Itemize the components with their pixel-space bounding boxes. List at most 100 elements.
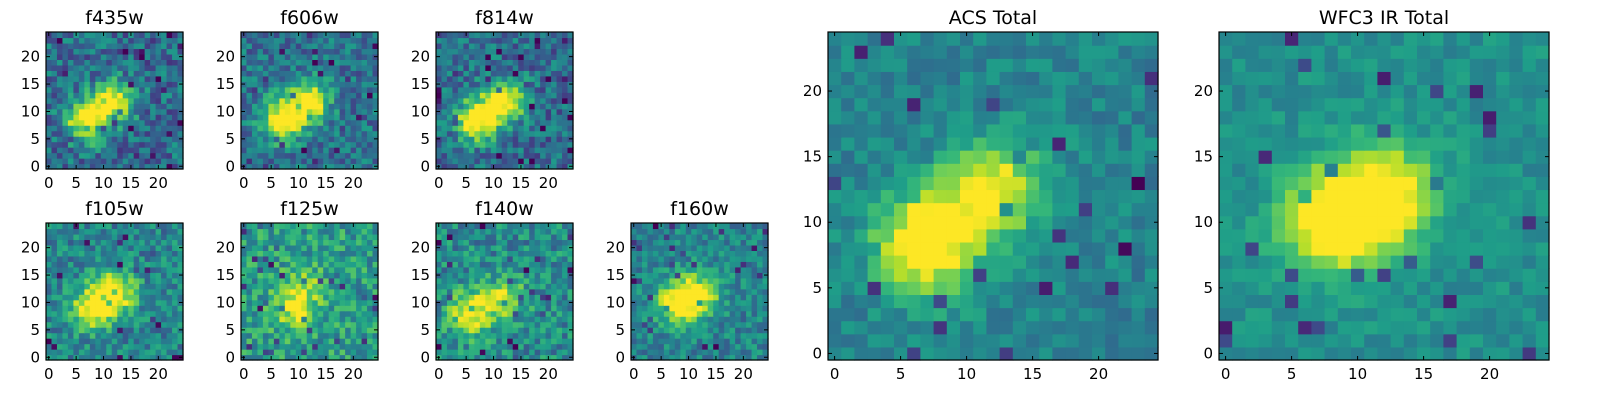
heatmap-cell [62,158,69,165]
heatmap-cell [150,136,157,143]
heatmap-cell [724,349,731,356]
heatmap-cell [562,266,569,273]
heatmap-cell [468,349,475,356]
heatmap-cell [880,189,895,204]
heatmap-cell [89,266,96,273]
heatmap-cell [372,277,379,284]
heatmap-cell [933,241,948,256]
heatmap-cell [999,333,1014,348]
heatmap-cell [724,321,731,328]
heatmap-cell [139,310,146,317]
heatmap-cell [51,233,58,241]
heatmap-cell [284,354,291,361]
heatmap-cell [111,239,118,246]
heatmap-cell [540,272,547,279]
heatmap-cell [317,32,324,39]
heatmap-cell [117,272,124,279]
heatmap-cell [490,114,497,121]
heatmap-cell [117,42,124,50]
heatmap-cell [652,228,659,235]
heatmap-cell [166,147,173,154]
heatmap-cell [345,343,352,350]
heatmap-cell [161,64,168,71]
heatmap-cell [1092,202,1106,217]
heatmap-cell [713,310,720,317]
heatmap-cell [501,163,508,170]
heatmap-cell [339,53,346,60]
heatmap-cell [290,266,297,273]
heatmap-cell [496,310,503,317]
heatmap-cell [111,64,118,71]
heatmap-cell [117,147,124,154]
heatmap-cell [246,349,253,356]
heatmap-cell [268,294,275,301]
heatmap-cell [46,152,53,159]
heatmap-cell [177,152,184,159]
heatmap-cell [323,288,330,295]
heatmap-cell [986,215,1001,230]
heatmap-cell [161,294,168,301]
heatmap-cell [67,332,74,339]
heatmap-cell [295,250,302,257]
heatmap-cell [457,64,464,71]
heatmap-cell [78,255,85,262]
heatmap-cell [757,349,764,356]
heatmap-cell [372,125,379,132]
heatmap-cell [463,86,470,93]
heatmap-cell [724,288,731,295]
heatmap-cell [334,261,341,268]
heatmap-cell [323,261,330,268]
heatmap-cell [67,228,74,235]
heatmap-cell [46,233,53,241]
heatmap-cell [663,294,670,301]
heatmap-cell [479,244,486,251]
heatmap-cell [512,277,519,284]
heatmap-cell [545,332,552,339]
heatmap-cell [485,316,492,323]
heatmap-cell [562,283,569,290]
heatmap-cell [106,327,113,334]
heatmap-cell [268,338,275,345]
heatmap-cell [262,48,269,55]
heatmap-cell [350,158,357,165]
heatmap-cell [177,64,184,71]
heatmap-cell [361,332,368,339]
heatmap-cell [746,349,753,356]
heatmap-cell [567,152,574,159]
heatmap-cell [446,321,454,328]
heatmap-cell [507,163,514,170]
heatmap-cell [757,327,764,334]
heatmap-cell [1012,202,1027,217]
heatmap-cell [89,228,96,235]
heatmap-cell [84,233,91,241]
heatmap-cell [128,125,135,132]
heatmap-cell [841,346,855,361]
heatmap-cell [78,343,85,350]
heatmap-cell [751,288,758,295]
heatmap-cell [652,294,659,301]
heatmap-cell [73,86,80,93]
heatmap-cell [529,332,536,339]
heatmap-cell [490,75,497,82]
heatmap-cell [680,294,687,301]
heatmap-cell [463,152,470,159]
heatmap-cell [518,42,525,50]
heatmap-cell [1105,228,1119,243]
heatmap-cell [702,250,709,257]
heatmap-cell [485,261,492,268]
heatmap-cell [724,272,731,279]
heatmap-cell [46,343,53,350]
heatmap-cell [133,310,140,317]
heatmap-cell [155,283,162,290]
heatmap-cell [111,152,118,159]
heatmap-cell [713,338,720,345]
heatmap-cell [523,294,530,301]
heatmap-cell [339,310,346,317]
heatmap-cell [518,255,525,262]
heatmap-cell [84,310,91,317]
heatmap-cell [669,349,676,356]
heatmap-cell [268,310,275,317]
heatmap-cell [540,97,547,104]
heatmap-cell [729,343,736,350]
heatmap-cell [496,316,503,323]
